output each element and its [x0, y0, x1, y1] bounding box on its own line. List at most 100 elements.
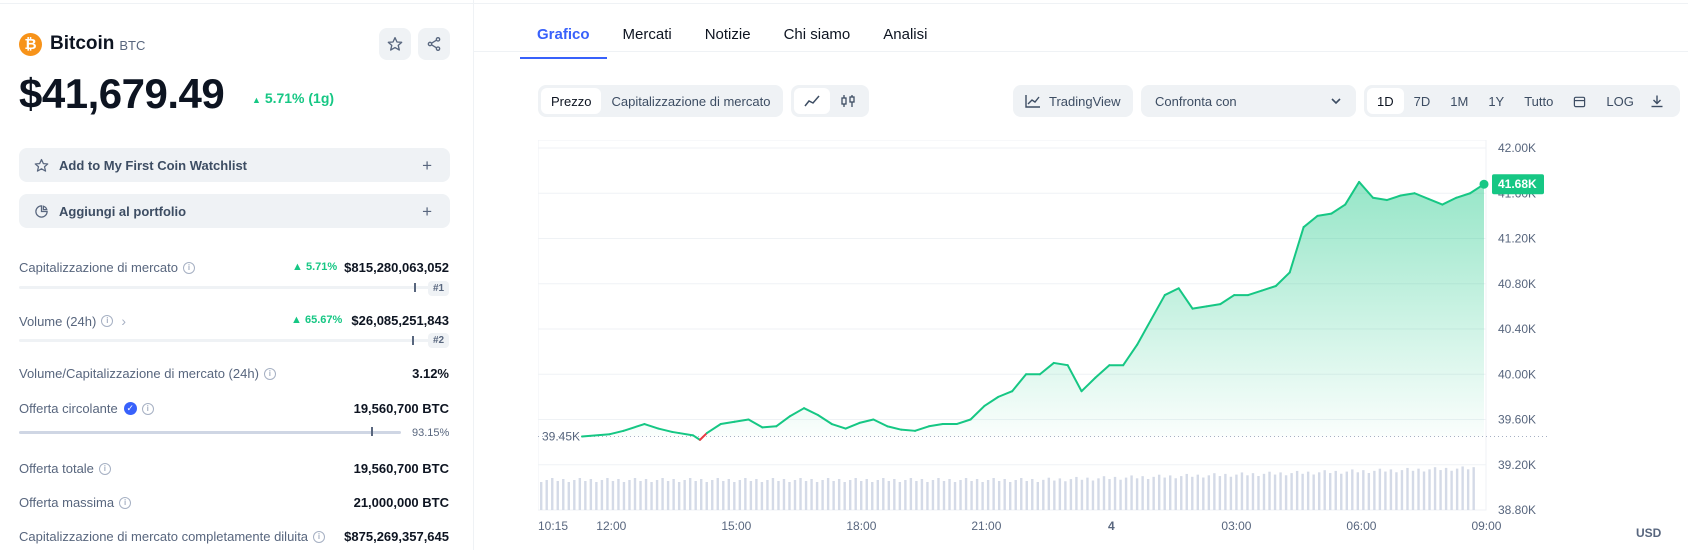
volume-bar — [727, 479, 730, 510]
total-supply-label-text: Offerta totale — [19, 461, 94, 476]
volume-bar — [821, 480, 824, 510]
volume-bar — [1036, 482, 1039, 510]
price-line-segment — [1399, 192, 1416, 197]
coin-header: ₿ Bitcoin BTC — [19, 32, 145, 56]
info-icon[interactable]: i — [313, 530, 326, 543]
volume-bar — [1284, 475, 1288, 510]
y-tick-label: 39.20K — [1498, 458, 1536, 472]
currency-label: USD — [1636, 526, 1662, 540]
price-line-segment — [1177, 287, 1194, 310]
market-cap-change-value: 5.71% — [305, 261, 338, 273]
y-tick-label: 39.60K — [1498, 413, 1536, 427]
price-line-segment — [678, 432, 695, 437]
x-tick-label: 03:00 — [1221, 519, 1251, 533]
volume-bar — [1141, 476, 1144, 510]
share-button[interactable] — [418, 28, 450, 60]
price-line-segment — [955, 418, 972, 426]
candlestick-chart-button[interactable] — [830, 88, 866, 114]
tab-grafico[interactable]: Grafico — [520, 26, 607, 59]
date-range-button[interactable] — [1563, 88, 1596, 114]
info-icon[interactable]: i — [101, 315, 114, 327]
add-to-watchlist-button[interactable]: Add to My First Coin Watchlist + — [19, 148, 450, 182]
calendar-icon — [1574, 96, 1586, 107]
range-1y[interactable]: 1Y — [1488, 93, 1505, 109]
volume-bar — [1428, 469, 1431, 510]
log-scale-button[interactable]: LOG — [1606, 93, 1634, 109]
volume-bar — [562, 479, 565, 510]
download-button[interactable] — [1644, 88, 1670, 114]
volume-bar — [716, 478, 719, 510]
add-to-portfolio-button[interactable]: Aggiungi al portfolio + — [19, 194, 450, 228]
volume-bar — [810, 479, 813, 510]
info-icon[interactable]: i — [263, 367, 276, 380]
tab-notizie[interactable]: Notizie — [704, 26, 751, 43]
range-1d[interactable]: 1D — [1367, 88, 1404, 114]
chevron-right-icon[interactable]: › — [121, 313, 126, 329]
volume-bar — [1135, 478, 1139, 510]
price-toggle[interactable]: Prezzo — [541, 88, 602, 114]
volume-bar — [1334, 470, 1337, 510]
range-1m[interactable]: 1M — [1450, 93, 1469, 109]
price-line-segment — [643, 423, 660, 430]
volume-bar — [1058, 478, 1062, 510]
price-line-segment — [1344, 180, 1361, 206]
volume-bar — [1417, 468, 1420, 510]
price-chart-svg: 42.00K41.60K41.20K40.80K40.40K40.00K39.6… — [537, 139, 1548, 533]
volume-bar — [766, 480, 769, 510]
volume-bar — [832, 481, 835, 510]
price-line-segment — [1011, 373, 1028, 393]
range-all[interactable]: Tutto — [1524, 93, 1554, 109]
x-tick-label: 18:00 — [846, 519, 876, 533]
info-icon[interactable]: i — [141, 402, 154, 415]
volume-bar — [1246, 475, 1249, 510]
volume-bar — [1268, 471, 1271, 510]
price-line-segment — [844, 421, 861, 430]
volume-bar — [688, 478, 692, 510]
fdv-label-text: Capitalizzazione di mercato completament… — [19, 529, 309, 544]
compare-with-select[interactable]: Confronta con — [1141, 85, 1356, 117]
x-tick-label: 06:00 — [1346, 519, 1376, 533]
tradingview-button[interactable]: TradingView — [1013, 85, 1133, 117]
volume-bar — [1152, 476, 1155, 510]
volume-bar — [1317, 472, 1321, 510]
price-chart[interactable]: 42.00K41.60K41.20K40.80K40.40K40.00K39.6… — [537, 139, 1680, 550]
price-line-segment — [1066, 364, 1083, 393]
compare-with-label: Confronta con — [1155, 93, 1237, 109]
tab-mercati[interactable]: Mercati — [622, 26, 672, 43]
favorite-star-button[interactable] — [379, 28, 411, 60]
market-cap-value: $815,280,063,052 — [344, 260, 449, 275]
volume-bar — [1169, 475, 1172, 510]
line-chart-button[interactable] — [794, 88, 830, 114]
market-cap-toggle[interactable]: Capitalizzazione di mercato — [611, 93, 771, 109]
fdv-value: $875,269,357,645 — [344, 529, 449, 544]
total-supply-value: 19,560,700 BTC — [353, 461, 449, 476]
volume-bar — [644, 479, 648, 510]
y-tick-label: 41.20K — [1498, 232, 1536, 246]
volume-bar — [788, 482, 791, 510]
price-line-segment — [1413, 192, 1430, 200]
volume-bar — [1202, 477, 1205, 510]
volume-bar — [672, 479, 675, 510]
star-icon — [387, 37, 403, 51]
volume-bar — [970, 481, 973, 510]
volume-bar — [1009, 482, 1012, 510]
info-icon[interactable]: i — [98, 462, 111, 475]
info-icon[interactable]: i — [119, 496, 132, 509]
info-icon[interactable]: i — [182, 261, 195, 274]
bitcoin-logo-icon: ₿ — [19, 32, 42, 56]
volume-bar — [700, 479, 703, 510]
vol-mcap-label: Volume/Capitalizzazione di mercato (24h)… — [19, 366, 276, 381]
x-tick-label: 21:00 — [971, 519, 1001, 533]
volume-bar — [633, 478, 637, 510]
range-7d[interactable]: 7D — [1413, 93, 1431, 109]
tab-chi-siamo[interactable]: Chi siamo — [783, 26, 851, 43]
volume-bar — [589, 479, 593, 510]
volume-bar — [920, 479, 924, 510]
tab-analisi[interactable]: Analisi — [883, 26, 928, 43]
plus-icon: + — [422, 156, 432, 175]
volume-bar — [1025, 481, 1028, 510]
y-tick-label: 40.40K — [1498, 322, 1536, 336]
volume-bar — [1306, 471, 1310, 510]
volume-bar — [826, 478, 830, 510]
volume-bar — [1207, 475, 1211, 510]
